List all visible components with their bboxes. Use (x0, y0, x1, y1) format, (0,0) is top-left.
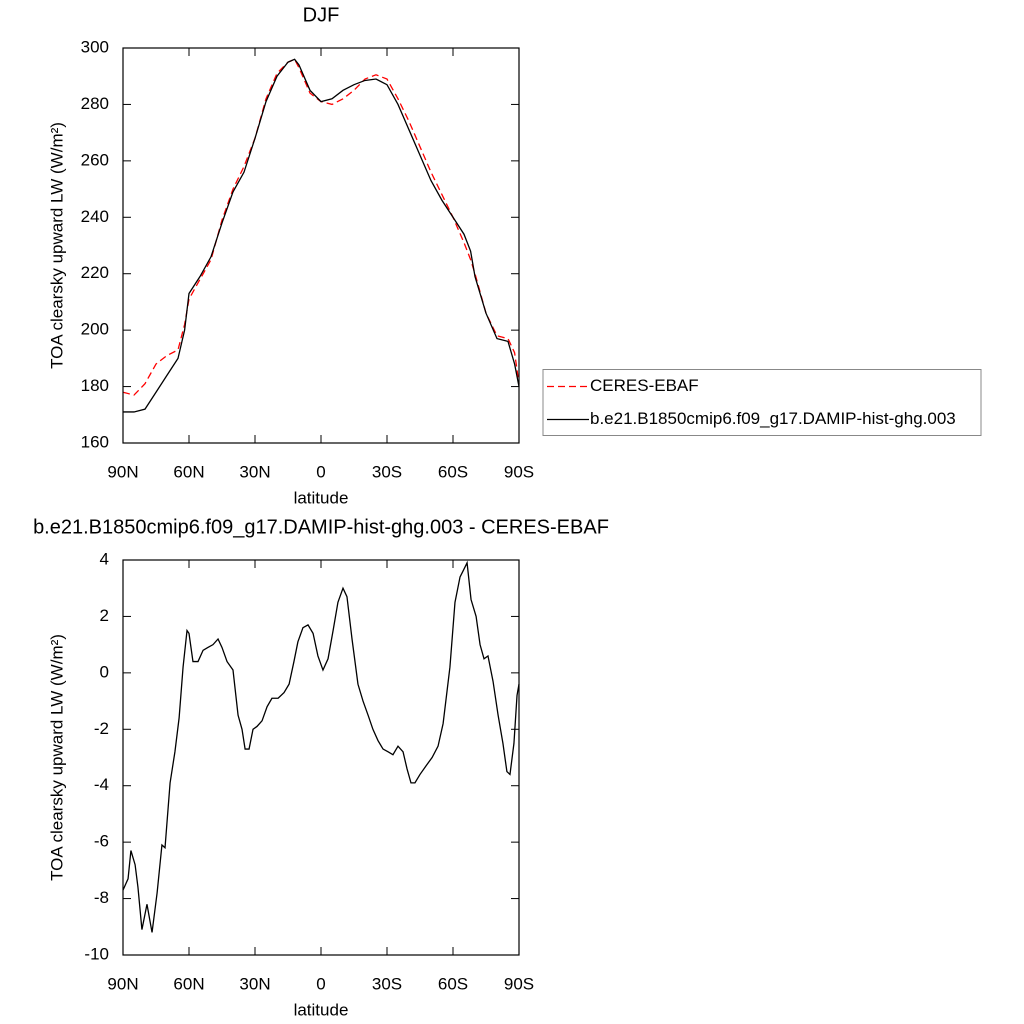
y-tick-label: -6 (94, 832, 109, 851)
x-tick-label: 90S (504, 974, 534, 993)
chart-title: DJF (303, 4, 340, 26)
chart-title: b.e21.B1850cmip6.f09_g17.DAMIP-hist-ghg.… (33, 516, 609, 538)
x-tick-label: 60N (173, 974, 204, 993)
x-tick-label: 90S (504, 462, 534, 481)
y-tick-label: 0 (100, 662, 109, 681)
y-tick-label: 2 (100, 606, 109, 625)
x-tick-label: 60S (438, 974, 468, 993)
plot-frame (122, 47, 520, 444)
data-line (122, 560, 520, 933)
x-tick-label: 30S (372, 462, 402, 481)
x-tick-label: 30S (372, 974, 402, 993)
x-tick-label: 90N (107, 462, 138, 481)
legend-label: b.e21.B1850cmip6.f09_g17.DAMIP-hist-ghg.… (590, 409, 956, 428)
plot-frame (122, 559, 520, 956)
x-tick-label: 60N (173, 462, 204, 481)
x-axis-label: latitude (294, 488, 349, 507)
x-tick-label: 30N (239, 974, 270, 993)
y-tick-label: 240 (81, 207, 109, 226)
x-axis-label: latitude (294, 1000, 349, 1019)
x-tick-label: 60S (438, 462, 468, 481)
legend-box (542, 369, 982, 436)
y-tick-label: 200 (81, 320, 109, 339)
y-axis-label: TOA clearsky upward LW (W/m²) (47, 122, 66, 369)
y-tick-label: 180 (81, 376, 109, 395)
y-tick-label: 260 (81, 150, 109, 169)
data-line (123, 58, 520, 413)
y-tick-label: 300 (81, 37, 109, 56)
x-tick-label: 0 (316, 974, 325, 993)
y-tick-label: -8 (94, 888, 109, 907)
y-tick-label: -10 (84, 944, 109, 963)
y-tick-label: 220 (81, 263, 109, 282)
legend-label: CERES-EBAF (590, 376, 699, 395)
y-tick-label: 160 (81, 432, 109, 451)
x-tick-label: 0 (316, 462, 325, 481)
y-tick-label: 4 (100, 549, 109, 568)
y-tick-label: -2 (94, 719, 109, 738)
y-axis-label: TOA clearsky upward LW (W/m²) (47, 634, 66, 881)
x-tick-label: 30N (239, 462, 270, 481)
x-tick-label: 90N (107, 974, 138, 993)
y-tick-label: -4 (94, 775, 109, 794)
y-tick-label: 280 (81, 94, 109, 113)
